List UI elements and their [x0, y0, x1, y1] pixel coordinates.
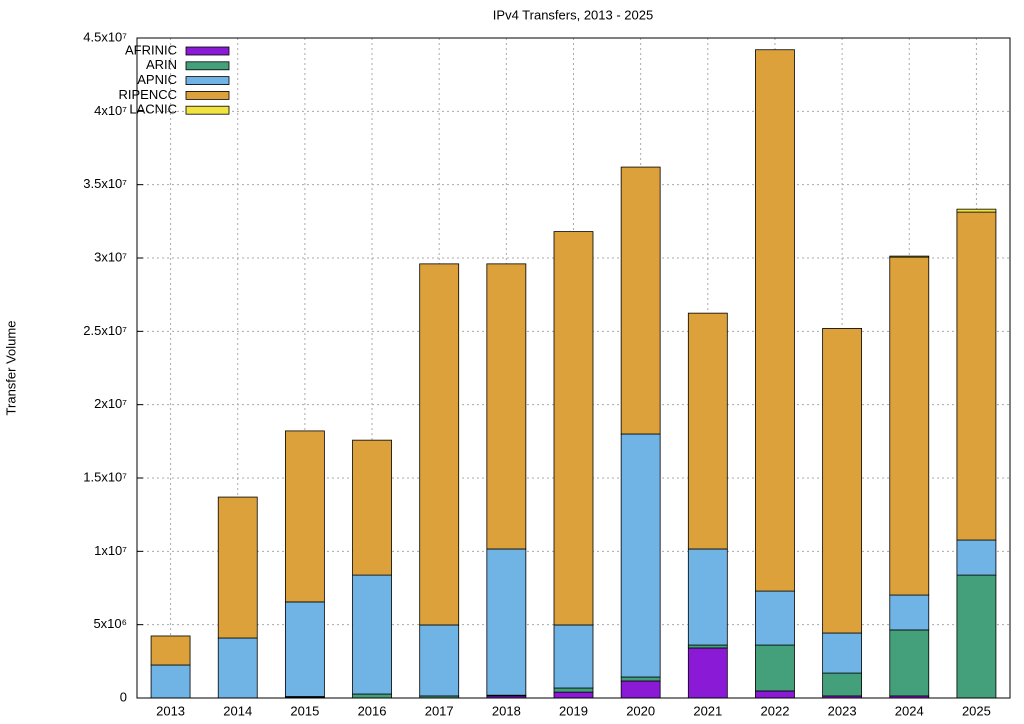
bar-segment — [620, 676, 661, 682]
x-tick-label: 2025 — [962, 703, 991, 718]
legend-swatch — [185, 61, 230, 71]
x-tick-label: 2017 — [425, 703, 454, 718]
y-tick-label: 4x10⁷ — [94, 103, 127, 118]
bar-segment — [419, 624, 460, 697]
y-tick-label: 3.5x10⁷ — [83, 176, 127, 191]
bar-segment — [352, 574, 392, 695]
bar-segment — [755, 49, 795, 592]
bar-segment — [687, 647, 728, 699]
legend-label: RIPENCC — [118, 87, 177, 102]
x-tick-label: 2013 — [156, 703, 185, 718]
bar-segment — [956, 539, 997, 576]
bar-segment — [687, 548, 728, 646]
y-tick-label: 4.5x10⁷ — [83, 29, 127, 44]
legend-label: ARIN — [146, 57, 177, 72]
bar-segment — [553, 624, 594, 689]
x-tick-label: 2018 — [492, 703, 521, 718]
y-tick-label: 0 — [120, 689, 127, 704]
bar-segment — [755, 590, 795, 646]
bar-segment — [553, 691, 594, 699]
bar-segment — [956, 574, 997, 699]
x-tick-label: 2019 — [559, 703, 588, 718]
bar-segment — [956, 211, 997, 541]
chart-title: IPv4 Transfers, 2013 - 2025 — [493, 7, 653, 22]
bar-segment — [284, 430, 325, 603]
bar-segment — [687, 644, 728, 649]
y-tick-label: 2x10⁷ — [94, 396, 127, 411]
bar-segment — [620, 433, 661, 678]
bar-segment — [217, 496, 258, 639]
bar-segment — [486, 263, 527, 550]
legend-swatch — [185, 46, 230, 56]
y-tick-label: 5x10⁶ — [93, 616, 127, 631]
y-tick-label: 1.5x10⁷ — [83, 469, 127, 484]
y-tick-label: 3x10⁷ — [94, 249, 127, 264]
x-tick-label: 2020 — [626, 703, 655, 718]
bar-segment — [822, 632, 863, 674]
legend-swatch — [185, 91, 230, 100]
bar-segment — [352, 439, 392, 576]
bar-segment — [150, 635, 191, 666]
y-tick-label: 2.5x10⁷ — [83, 323, 127, 338]
bar-segment — [284, 601, 325, 697]
x-tick-label: 2021 — [693, 703, 722, 718]
bar-segment — [217, 637, 258, 699]
bar-segment — [889, 255, 930, 258]
bar-segment — [687, 312, 728, 550]
plot-border — [136, 37, 1011, 699]
bar-segment — [553, 687, 594, 693]
bar-segment — [419, 263, 460, 626]
bar-segment — [889, 256, 930, 596]
bar-segment — [150, 664, 191, 699]
bar-segment — [620, 166, 661, 435]
legend-label: APNIC — [137, 72, 177, 87]
bar-segment — [889, 594, 930, 631]
bar-segment — [553, 231, 594, 626]
x-tick-label: 2023 — [828, 703, 857, 718]
bar-segment — [822, 672, 863, 697]
bar-segment — [755, 690, 795, 699]
legend-swatch — [185, 76, 230, 85]
legend-label: AFRINIC — [125, 42, 177, 57]
y-axis-label: Transfer Volume — [3, 321, 18, 416]
bar-segment — [352, 693, 392, 699]
bar-segment — [889, 629, 930, 697]
bar-segment — [620, 680, 661, 699]
x-tick-label: 2024 — [895, 703, 924, 718]
x-tick-label: 2015 — [290, 703, 319, 718]
x-tick-label: 2022 — [761, 703, 790, 718]
x-tick-label: 2016 — [358, 703, 387, 718]
x-tick-label: 2014 — [223, 703, 252, 718]
bar-segment — [486, 548, 527, 696]
bar-segment — [755, 644, 795, 692]
bar-segment — [956, 208, 997, 213]
legend-label: LACNIC — [129, 102, 177, 117]
y-tick-label: 1x10⁷ — [94, 543, 127, 558]
bar-segment — [822, 327, 863, 634]
legend-swatch — [185, 105, 230, 115]
